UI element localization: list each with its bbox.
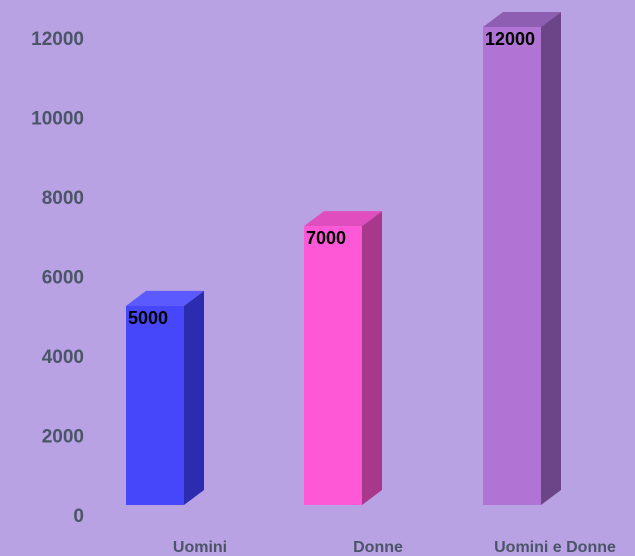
y-axis-ticks: 0 2000 4000 6000 8000 10000 12000 — [31, 29, 84, 527]
y-tick-label: 8000 — [42, 188, 84, 209]
x-category-label: Uomini — [173, 539, 227, 556]
bar-side-face — [184, 290, 204, 505]
bar: 7000 — [304, 211, 382, 505]
bar-front-face — [304, 226, 362, 505]
y-tick-label: 4000 — [42, 347, 84, 368]
y-tick-label: 12000 — [31, 29, 84, 50]
bar-side-face — [541, 12, 561, 505]
y-tick-label: 6000 — [42, 268, 84, 289]
bar-side-face — [362, 211, 382, 505]
bar-value-label: 5000 — [128, 308, 168, 328]
bar-value-label: 12000 — [485, 29, 535, 49]
bar-front-face — [483, 27, 541, 505]
y-tick-label: 10000 — [31, 109, 84, 130]
bar-top-face — [126, 290, 204, 306]
bar: 5000 — [126, 290, 204, 505]
bar: 12000 — [483, 12, 561, 505]
bar-front-face — [126, 305, 184, 505]
x-category-label: Donne — [353, 539, 403, 556]
x-category-label: Uomini e Donne — [494, 539, 616, 556]
bar-top-face — [483, 12, 561, 27]
bar-value-label: 7000 — [306, 228, 346, 248]
x-axis-labels: Uomini Donne Uomini e Donne — [173, 539, 616, 556]
y-tick-label: 2000 — [42, 427, 84, 448]
bar-top-face — [304, 211, 382, 227]
bars: 5000 7000 12000 — [126, 12, 561, 505]
y-tick-label: 0 — [73, 506, 84, 527]
